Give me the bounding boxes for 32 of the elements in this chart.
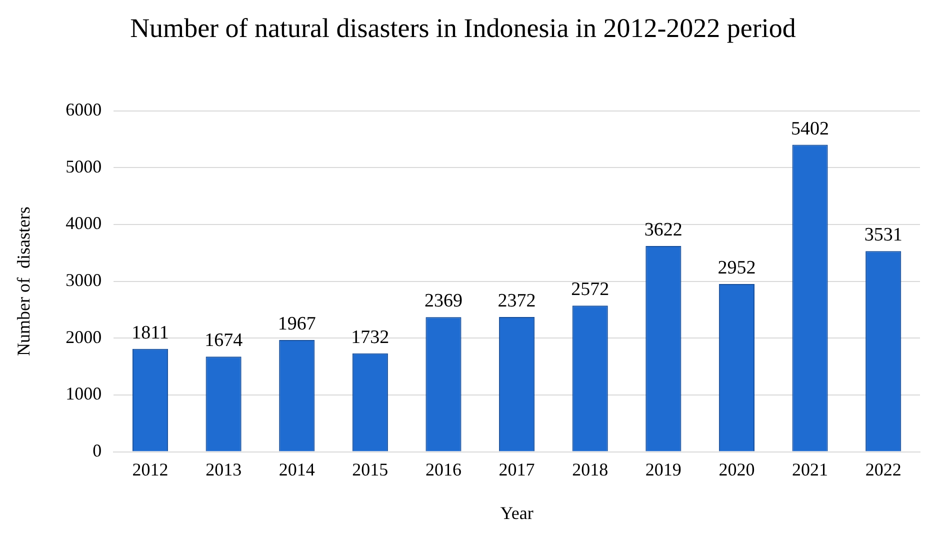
data-label: 2952: [718, 258, 756, 279]
y-tick-label: 4000: [66, 213, 102, 234]
data-label: 1732: [351, 326, 390, 348]
data-label: 5402: [791, 118, 830, 140]
data-label: 1967: [278, 313, 316, 334]
y-tick-label: 5000: [66, 156, 102, 176]
data-label: 2372: [498, 290, 536, 312]
data-label: 2572: [571, 279, 610, 300]
chart-title: Number of natural disasters in Indonesia in 2012-2022 period: [130, 12, 796, 44]
data-label: 3622: [644, 219, 682, 240]
y-tick-label: 3000: [66, 270, 102, 290]
y-tick-label: 6000: [66, 100, 102, 120]
y-tick-label: 2000: [66, 326, 102, 347]
x-tick-label: 2020: [718, 459, 755, 480]
x-tick-label: 2013: [206, 459, 242, 480]
x-tick-label: 2017: [498, 459, 535, 480]
x-tick-label: 2022: [865, 459, 902, 480]
x-tick-label: 2019: [645, 459, 682, 480]
x-axis-title: Year: [500, 502, 534, 523]
x-tick-label: 2021: [792, 459, 828, 480]
x-tick-label: 2018: [572, 459, 608, 480]
x-tick-label: 2012: [132, 459, 168, 480]
x-tick-label: 2016: [425, 459, 462, 480]
y-tick-label: 1000: [66, 384, 102, 404]
data-label: 1811: [132, 322, 169, 344]
x-tick-label: 2015: [352, 459, 388, 480]
data-label: 1674: [204, 330, 244, 352]
x-tick-label: 2014: [278, 459, 315, 480]
data-label: 3531: [864, 224, 902, 246]
y-tick-label: 0: [92, 440, 102, 461]
y-axis-title: Number of disasters: [14, 206, 34, 356]
data-label: 2369: [424, 290, 462, 312]
